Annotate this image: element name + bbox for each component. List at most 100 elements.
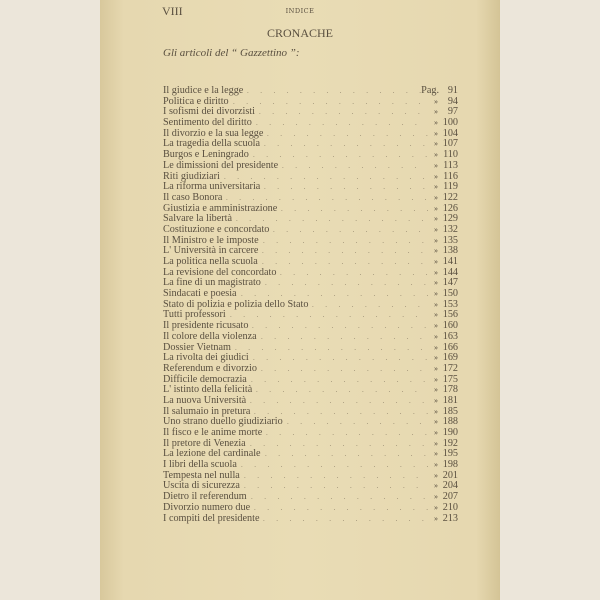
entry-page-number: 185 — [442, 405, 458, 417]
entry-page-number: 172 — [442, 362, 458, 374]
entry-page-number: 107 — [442, 138, 458, 150]
entry-page-number: 210 — [442, 501, 458, 513]
dot-leader: ........................................ — [281, 204, 428, 213]
toc-entry: ........................................… — [163, 470, 458, 482]
toc-entry: ........................................… — [163, 481, 458, 492]
entry-title: Salvare la libertà — [163, 213, 233, 225]
entry-page-number: 166 — [442, 341, 458, 353]
dot-leader: ........................................ — [263, 514, 428, 523]
toc-entry: ........................................… — [163, 341, 458, 354]
toc-entry: ........................................… — [163, 352, 458, 364]
entry-page-number: 129 — [442, 213, 458, 225]
page-prefix: » — [434, 428, 438, 437]
dot-leader: ........................................ — [254, 407, 428, 416]
dot-leader: ........................................ — [287, 418, 428, 427]
entry-title: Referendum e divorzio — [163, 362, 257, 374]
page-prefix: » — [434, 128, 438, 138]
toc-entry: ........................................… — [163, 417, 458, 428]
entry-title: Costituzione e concordato — [163, 223, 270, 235]
dot-leader: ........................................ — [241, 290, 428, 299]
dot-leader: ........................................ — [265, 450, 428, 459]
dot-leader: ........................................ — [244, 482, 428, 491]
dot-leader: ........................................ — [262, 247, 428, 256]
toc-entry: ........................................… — [163, 310, 458, 321]
dot-leader: ........................................ — [280, 268, 428, 277]
dot-leader: ........................................ — [254, 503, 428, 512]
toc-entry: ........................................… — [163, 512, 458, 525]
dot-leader: ........................................ — [226, 193, 428, 202]
entry-page-number: 178 — [442, 384, 458, 396]
toc-entry: ........................................… — [163, 427, 458, 439]
entry-page-number: 192 — [442, 437, 458, 449]
dot-leader: ........................................ — [235, 343, 428, 352]
entry-title: Il colore della violenza — [163, 330, 257, 342]
toc-entry: ........................................… — [163, 170, 458, 183]
entry-title: Il divorzio e la sua legge — [163, 127, 264, 139]
dot-leader: ........................................ — [262, 258, 428, 266]
entry-page-number: 91 — [447, 85, 458, 96]
entry-title: La politica nella scuola — [163, 256, 258, 267]
entry-title: Riti giudiziari — [163, 170, 220, 182]
page-prefix: » — [434, 417, 438, 427]
entry-page-number: 135 — [442, 234, 458, 246]
toc-entry: ........................................… — [163, 107, 458, 118]
dot-leader: ........................................ — [264, 140, 428, 149]
dot-leader: ........................................ — [261, 364, 428, 373]
toc-entry: ........................................… — [163, 159, 458, 172]
dot-leader: ........................................ — [261, 332, 428, 341]
page-prefix: » — [434, 139, 438, 149]
subsection-title: Gli articoli del “ Gazzettino ”: — [163, 47, 300, 59]
page-prefix: » — [434, 214, 438, 224]
page-prefix: » — [434, 342, 438, 352]
toc-entry: ........................................… — [163, 149, 458, 161]
entry-title: Il Ministro e le imposte — [163, 234, 259, 246]
dot-leader: ........................................ — [265, 279, 428, 288]
page-prefix: » — [434, 107, 438, 117]
page-prefix: » — [434, 395, 438, 405]
entry-page-number: 116 — [443, 170, 458, 182]
page-prefix: » — [434, 118, 438, 128]
entry-title: Sentimento del diritto — [163, 117, 252, 129]
entry-title: La tragedia della scuola — [163, 138, 261, 150]
page-prefix: » — [434, 278, 438, 288]
page-prefix: » — [434, 513, 438, 523]
page-prefix: » — [434, 257, 438, 266]
toc-entry: ........................................… — [163, 139, 458, 150]
entry-title: Il caso Bonora — [163, 191, 223, 203]
entry-title: Politica e diritto — [163, 95, 229, 107]
page-prefix: » — [434, 299, 438, 309]
toc-entry: ........................................… — [163, 256, 458, 268]
entry-title: La lezione del cardinale — [163, 448, 261, 460]
entry-title: I libri della scuola — [163, 459, 237, 471]
dot-leader: ........................................ — [266, 429, 428, 437]
entry-title: I compiti del presidente — [163, 512, 260, 524]
toc-entry: ........................................… — [163, 298, 458, 311]
toc-entry: ........................................… — [163, 330, 458, 343]
toc-entry: ........................................… — [163, 181, 458, 193]
dot-leader: ........................................ — [236, 215, 428, 224]
dot-leader: ........................................ — [241, 461, 428, 470]
entry-title: L' Università in carcere — [163, 245, 259, 257]
entry-title: La riforma universitaria — [163, 181, 261, 193]
dot-leader: ........................................ — [244, 471, 428, 480]
entry-title: Uscita di sicurezza — [163, 480, 240, 492]
entry-title: Il presidente ricusato — [163, 320, 249, 332]
page-prefix: » — [434, 96, 438, 106]
toc-entry: ........................................… — [163, 117, 458, 129]
entry-title: Burgos e Leningrado — [163, 149, 249, 161]
dot-leader: ........................................ — [253, 151, 428, 160]
page-prefix: Pag. — [421, 85, 439, 96]
dot-leader: ........................................ — [267, 129, 428, 138]
toc-entry: ........................................… — [163, 449, 458, 460]
entry-title: Le dimissioni del presidente — [163, 159, 279, 171]
toc-entry: ........................................… — [163, 223, 458, 236]
entry-title: Giustizia e amministrazione — [163, 202, 278, 214]
page-number: VIII — [162, 4, 183, 18]
dot-leader: ........................................ — [224, 172, 428, 181]
entry-page-number: 207 — [442, 491, 458, 503]
page-prefix: » — [434, 267, 438, 277]
entry-title: Stato di polizia e polizia dello Stato — [163, 298, 309, 310]
toc-entry: ........................................… — [163, 320, 458, 332]
entry-title: L' istinto della felicità — [163, 384, 253, 396]
dot-leader: ........................................ — [264, 183, 428, 192]
